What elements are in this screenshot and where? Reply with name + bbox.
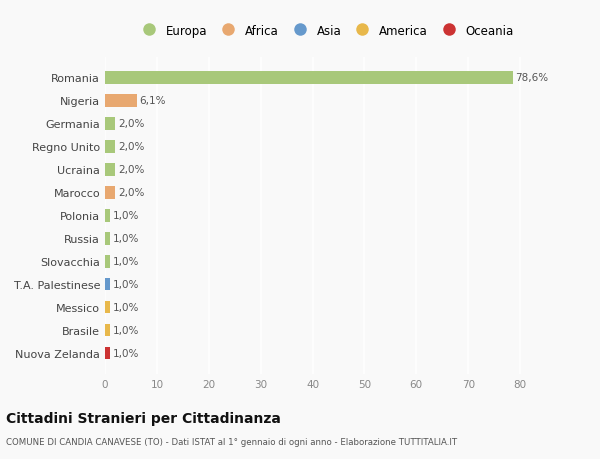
Text: 1,0%: 1,0% — [113, 325, 139, 336]
Bar — [105, 186, 115, 199]
Text: Cittadini Stranieri per Cittadinanza: Cittadini Stranieri per Cittadinanza — [6, 411, 281, 425]
Bar — [105, 95, 137, 107]
Text: 6,1%: 6,1% — [139, 96, 166, 106]
Bar — [105, 72, 513, 84]
Legend: Europa, Africa, Asia, America, Oceania: Europa, Africa, Asia, America, Oceania — [135, 22, 516, 40]
Bar — [105, 209, 110, 222]
Bar — [105, 232, 110, 245]
Bar — [105, 301, 110, 314]
Text: 2,0%: 2,0% — [118, 188, 145, 198]
Text: 78,6%: 78,6% — [515, 73, 548, 83]
Bar — [105, 324, 110, 337]
Text: 2,0%: 2,0% — [118, 119, 145, 129]
Text: 1,0%: 1,0% — [113, 348, 139, 358]
Text: COMUNE DI CANDIA CANAVESE (TO) - Dati ISTAT al 1° gennaio di ogni anno - Elabora: COMUNE DI CANDIA CANAVESE (TO) - Dati IS… — [6, 437, 457, 446]
Text: 1,0%: 1,0% — [113, 234, 139, 244]
Text: 2,0%: 2,0% — [118, 165, 145, 175]
Text: 1,0%: 1,0% — [113, 211, 139, 221]
Bar — [105, 255, 110, 268]
Text: 1,0%: 1,0% — [113, 257, 139, 267]
Bar — [105, 140, 115, 153]
Bar — [105, 347, 110, 360]
Text: 1,0%: 1,0% — [113, 302, 139, 313]
Text: 2,0%: 2,0% — [118, 142, 145, 152]
Text: 1,0%: 1,0% — [113, 280, 139, 290]
Bar — [105, 278, 110, 291]
Bar — [105, 163, 115, 176]
Bar — [105, 118, 115, 130]
